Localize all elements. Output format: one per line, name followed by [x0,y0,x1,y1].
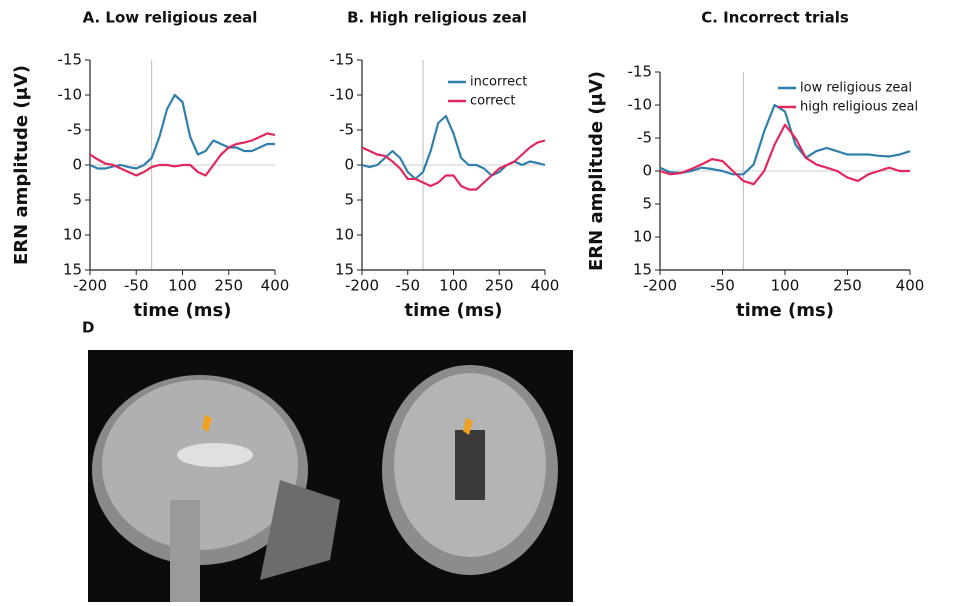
x-tick-label: 400 [531,277,560,295]
y-tick-label: -5 [637,129,652,147]
legend-label: high religious zeal [800,100,918,115]
y-tick-label: -15 [330,51,355,69]
y-tick-label: -10 [330,86,355,104]
y-tick-label: -5 [67,121,82,139]
chart-title: A. Low religious zeal [83,9,258,27]
chart-title: B. High religious zeal [347,9,527,27]
y-tick-label: -15 [58,51,83,69]
x-tick-label: -50 [710,277,735,295]
y-tick-label: -15 [628,63,653,81]
x-tick-label: -200 [643,277,677,295]
x-tick-label: 100 [771,277,800,295]
y-tick-label: -10 [58,86,83,104]
mri-image [88,350,573,602]
x-tick-label: 100 [168,277,197,295]
x-tick-label: 250 [485,277,514,295]
y-tick-label: 0 [344,156,354,174]
y-tick-label: -10 [628,96,653,114]
x-tick-label: 400 [261,277,290,295]
y-tick-label: 5 [344,191,354,209]
data-line [362,116,545,179]
y-tick-label: 10 [63,226,82,244]
legend-label: correct [470,94,516,109]
y-axis-title: ERN amplitude (μV) [11,65,32,265]
y-tick-label: 5 [642,195,652,213]
data-line [90,134,275,176]
y-tick-label: 0 [642,162,652,180]
y-axis-title: ERN amplitude (μV) [586,71,607,271]
y-tick-label: 10 [633,228,652,246]
x-tick-label: -200 [345,277,379,295]
y-tick-label: -5 [339,121,354,139]
x-tick-label: -200 [73,277,107,295]
x-tick-label: -50 [124,277,149,295]
legend-label: incorrect [470,75,527,90]
x-tick-label: -50 [396,277,421,295]
y-tick-label: 10 [335,226,354,244]
figure: D A. Low religious zeal-15-10-5051015-20… [0,0,961,602]
panel-label: D [82,319,94,337]
legend-label: low religious zeal [800,81,912,96]
y-tick-label: 0 [72,156,82,174]
x-axis-title: time (ms) [405,300,503,321]
y-tick-label: 5 [72,191,82,209]
x-tick-label: 100 [439,277,468,295]
x-tick-label: 250 [214,277,243,295]
data-line [90,95,275,169]
x-tick-label: 400 [896,277,925,295]
data-line [660,105,910,174]
x-tick-label: 250 [833,277,862,295]
x-axis-title: time (ms) [736,300,834,321]
chart-title: C. Incorrect trials [701,9,849,27]
x-axis-title: time (ms) [134,300,232,321]
